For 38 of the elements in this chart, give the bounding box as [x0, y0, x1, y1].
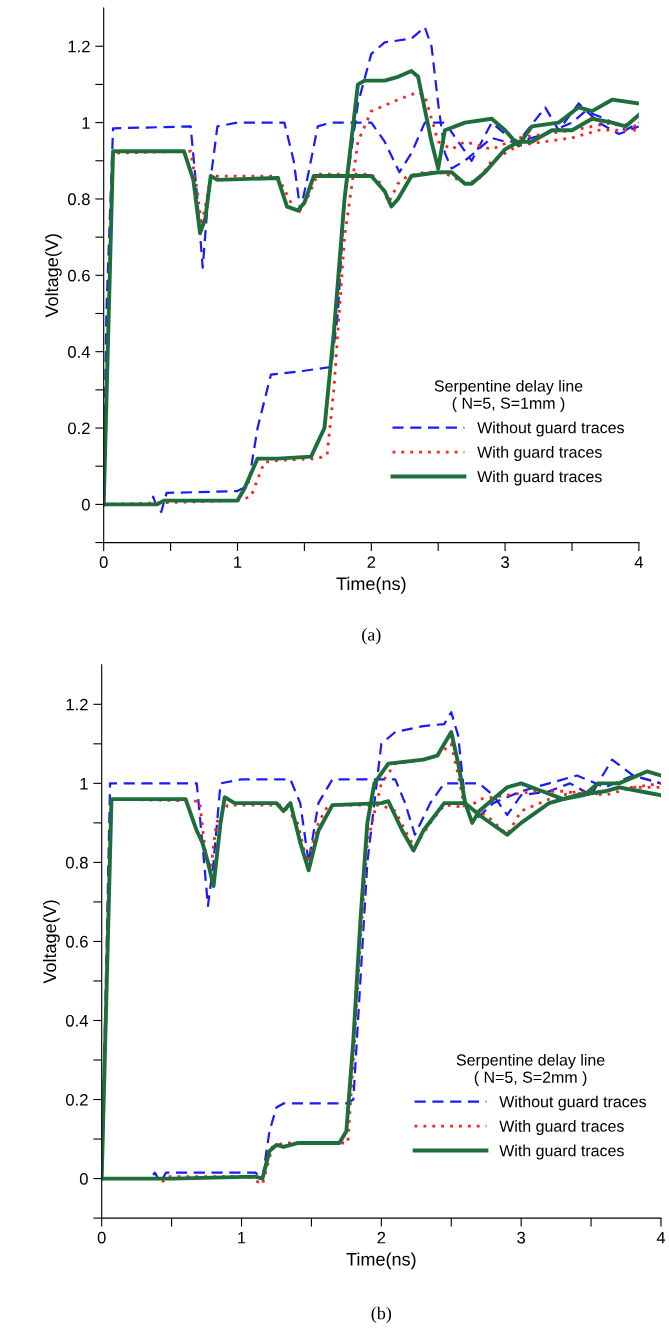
y-tick-label: 0.8 [67, 193, 90, 206]
x-tick-label: 1 [234, 556, 242, 568]
y-axis-title: Voltage(V) [42, 900, 60, 984]
x-tick-label: 2 [367, 556, 376, 568]
y-tick-label: 0.6 [65, 935, 88, 948]
legend-label: With guard traces [477, 446, 602, 461]
y-tick-label: 1 [80, 777, 88, 790]
y-tick-label: 1.2 [66, 698, 88, 711]
y-tick-label: 0.2 [65, 1093, 88, 1106]
text: (b) [371, 1306, 392, 1324]
x-axis-title: Time(ns) [346, 1252, 416, 1270]
text: (a) [362, 628, 381, 645]
x-tick-label: 3 [501, 556, 509, 569]
y-tick-label: 0 [81, 498, 90, 511]
x-tick-label: 0 [99, 556, 108, 569]
y-tick-label: 0.2 [67, 422, 90, 435]
x-tick-label: 1 [238, 1231, 246, 1244]
y-tick-label: 0.4 [67, 346, 91, 358]
y-tick-label: 1 [82, 117, 90, 129]
legend-label: With guard traces [477, 470, 602, 486]
y-tick-label: 0.4 [65, 1014, 89, 1027]
y-axis-title: Voltage(V) [44, 234, 62, 318]
y-tick-label: 0.6 [67, 269, 90, 282]
legend-label: Without guard traces [499, 1095, 647, 1111]
y-tick-label: 0.8 [65, 856, 88, 869]
x-tick-label: 4 [656, 1231, 666, 1244]
y-tick-label: 0 [79, 1172, 88, 1185]
x-tick-label: 0 [97, 1231, 106, 1244]
legend-title: Serpentine delay line ( N=5, S=1mm ) [434, 379, 583, 413]
legend-label: Without guard traces [477, 421, 624, 437]
legend-title: Serpentine delay line ( N=5, S=2mm ) [456, 1053, 605, 1087]
x-tick-label: 3 [517, 1231, 526, 1244]
x-tick-label: 4 [634, 556, 644, 568]
y-tick-label: 1.2 [68, 40, 90, 53]
legend-label: With guard traces [499, 1120, 624, 1135]
x-tick-label: 2 [377, 1231, 386, 1244]
legend-label: With guard traces [499, 1144, 624, 1160]
x-axis-title: Time(ns) [336, 576, 406, 594]
